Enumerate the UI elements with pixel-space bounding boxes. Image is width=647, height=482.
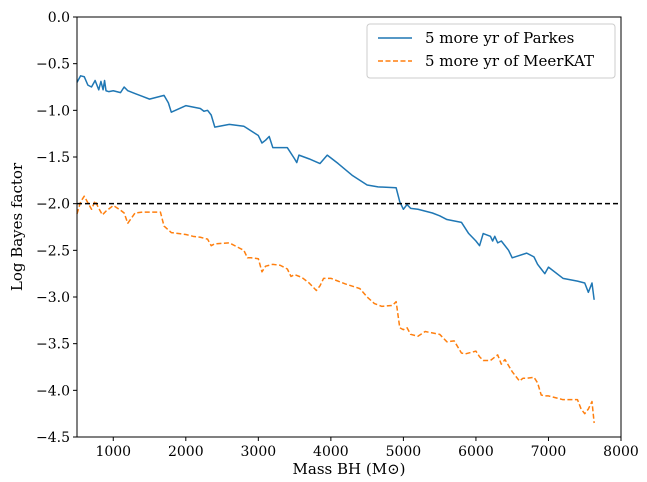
y-axis-ticks: 0.0 −0.5 −1.0 −1.5 −2.0 −2.5 −3.0 −3.5 −4.0 −4.5 — [36, 10, 77, 446]
legend-label-meerkat: 5 more yr of MeerKAT — [425, 52, 594, 70]
x-axis-ticks: 1000 2000 3000 4000 5000 6000 7000 8000 — [95, 437, 639, 460]
y-tick-label: −1.0 — [36, 103, 70, 119]
y-axis-label: Log Bayes factor — [8, 162, 26, 291]
series-line-meerkat — [76, 195, 595, 424]
y-tick-label: −2.5 — [36, 243, 70, 259]
x-tick-label: 8000 — [603, 444, 639, 460]
y-tick-label: −4.5 — [36, 430, 70, 446]
axes-frame — [76, 16, 622, 438]
plot-area — [76, 75, 595, 424]
x-tick-label: 1000 — [95, 444, 131, 460]
legend-box — [366, 23, 616, 79]
x-tick-label: 2000 — [168, 444, 204, 460]
y-tick-label: −3.0 — [36, 290, 70, 306]
x-tick-label: 7000 — [531, 444, 567, 460]
x-tick-label: 5000 — [386, 444, 422, 460]
x-tick-label: 6000 — [458, 444, 494, 460]
y-tick-label: −1.5 — [36, 150, 70, 166]
y-tick-label: −4.0 — [36, 383, 70, 399]
legend: 5 more yr of Parkes 5 more yr of MeerKAT — [366, 23, 616, 79]
y-tick-label: −3.5 — [36, 337, 70, 353]
y-tick-label: −0.5 — [36, 57, 70, 73]
x-axis-label: Mass BH (M⊙) — [293, 460, 406, 478]
y-tick-label: −2.0 — [36, 197, 70, 213]
x-tick-label: 4000 — [313, 444, 349, 460]
series-line-parkes — [76, 75, 595, 300]
x-tick-label: 3000 — [241, 444, 277, 460]
legend-label-parkes: 5 more yr of Parkes — [425, 29, 574, 47]
y-tick-label: 0.0 — [48, 10, 70, 26]
